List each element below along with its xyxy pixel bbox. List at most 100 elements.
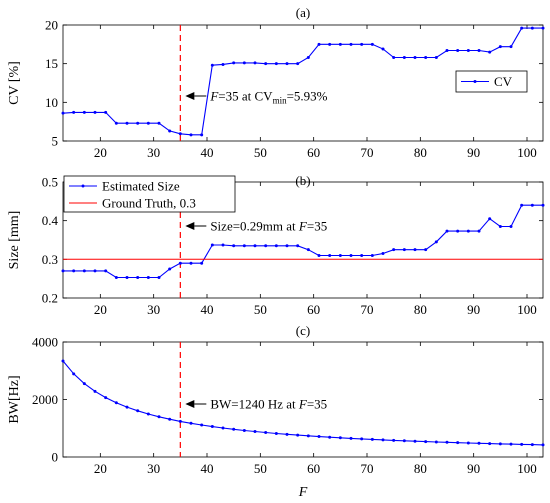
data-point (306, 248, 310, 252)
data-point (466, 229, 470, 233)
x-tick-label: 40 (201, 145, 214, 160)
data-point (274, 62, 278, 66)
x-tick-label: 90 (467, 461, 480, 476)
data-point (274, 431, 278, 435)
data-point (370, 253, 374, 257)
chart-panel-1: (a) 20 30 40 50 60 70 80 90 100 5 10 15 20 CV [%] F=35 … (7, 5, 545, 160)
data-point (61, 269, 65, 273)
data-point (381, 252, 385, 256)
data-point (104, 110, 108, 114)
data-point (360, 253, 364, 257)
data-point (328, 253, 332, 257)
x-tick-label: 60 (307, 302, 320, 317)
data-point (520, 203, 524, 207)
x-tick-label: 60 (307, 461, 320, 476)
data-point (466, 441, 470, 445)
data-point (413, 248, 417, 252)
data-point (424, 55, 428, 59)
data-point (445, 440, 449, 444)
data-point (477, 49, 481, 53)
data-point (541, 443, 545, 447)
data-point (157, 276, 161, 280)
data-point (178, 132, 182, 136)
annotation-arrowhead (185, 92, 195, 100)
x-tick-label: 20 (94, 461, 107, 476)
data-point (434, 440, 438, 444)
annotation-arrowhead (185, 400, 195, 408)
data-point (72, 110, 76, 114)
data-point (264, 244, 268, 248)
data-point (200, 423, 204, 427)
x-tick-label: 70 (361, 461, 374, 476)
data-point (520, 26, 524, 30)
series-line (62, 27, 543, 136)
data-point (509, 224, 513, 228)
data-point (61, 359, 65, 363)
x-tick-label: 30 (147, 302, 160, 317)
data-point (200, 261, 204, 265)
x-tick-label: 40 (201, 461, 214, 476)
data-point (402, 439, 406, 443)
x-tick-label: 100 (517, 461, 537, 476)
data-point (210, 63, 214, 67)
panel-title: (a) (296, 5, 310, 20)
data-point (189, 133, 193, 137)
data-point (242, 428, 246, 432)
y-tick-label: 0.3 (42, 252, 58, 267)
data-point (157, 415, 161, 419)
data-point (541, 26, 545, 30)
data-point (306, 434, 310, 438)
y-axis-label: Size [mm] (7, 211, 22, 270)
data-point (466, 49, 470, 53)
data-point (178, 419, 182, 423)
legend-swatch-marker (473, 80, 477, 83)
data-point (456, 229, 460, 233)
data-point (189, 421, 193, 425)
data-point (456, 441, 460, 445)
data-point (82, 269, 86, 273)
data-point (541, 203, 545, 207)
axes-frame (62, 181, 544, 299)
data-point (296, 244, 300, 248)
data-point (498, 45, 502, 49)
data-point (402, 55, 406, 59)
data-point (413, 55, 417, 59)
data-point (360, 42, 364, 46)
data-point (232, 244, 236, 248)
data-point (530, 203, 534, 207)
data-point (136, 121, 140, 125)
data-point (402, 248, 406, 252)
annotation-arrowhead (185, 222, 195, 230)
y-tick-label: 0.2 (42, 291, 58, 306)
x-tick-label: 100 (517, 302, 537, 317)
x-tick-label: 70 (361, 145, 374, 160)
data-point (189, 261, 193, 265)
data-point (349, 436, 353, 440)
data-point (509, 442, 513, 446)
data-point (392, 438, 396, 442)
panel-title: (b) (295, 173, 310, 188)
x-tick-label: 80 (414, 145, 427, 160)
data-point (285, 62, 289, 66)
data-point (328, 435, 332, 439)
data-point (264, 62, 268, 66)
data-point (349, 253, 353, 257)
data-point (136, 409, 140, 413)
data-point (93, 110, 97, 114)
y-tick-label: 0 (52, 450, 59, 465)
data-point (488, 50, 492, 54)
legend-entry: Ground Truth, 0.3 (102, 196, 196, 211)
data-point (253, 244, 257, 248)
data-point (338, 436, 342, 440)
data-point (274, 244, 278, 248)
data-point (317, 42, 321, 46)
data-point (381, 438, 385, 442)
data-point (349, 42, 353, 46)
data-point (168, 417, 172, 421)
data-point (520, 442, 524, 446)
data-point (200, 133, 204, 137)
data-point (146, 121, 150, 125)
data-point (392, 248, 396, 252)
x-tick-label: 100 (517, 145, 537, 160)
annotation-text: BW=1240 Hz at F=35 (210, 397, 327, 412)
